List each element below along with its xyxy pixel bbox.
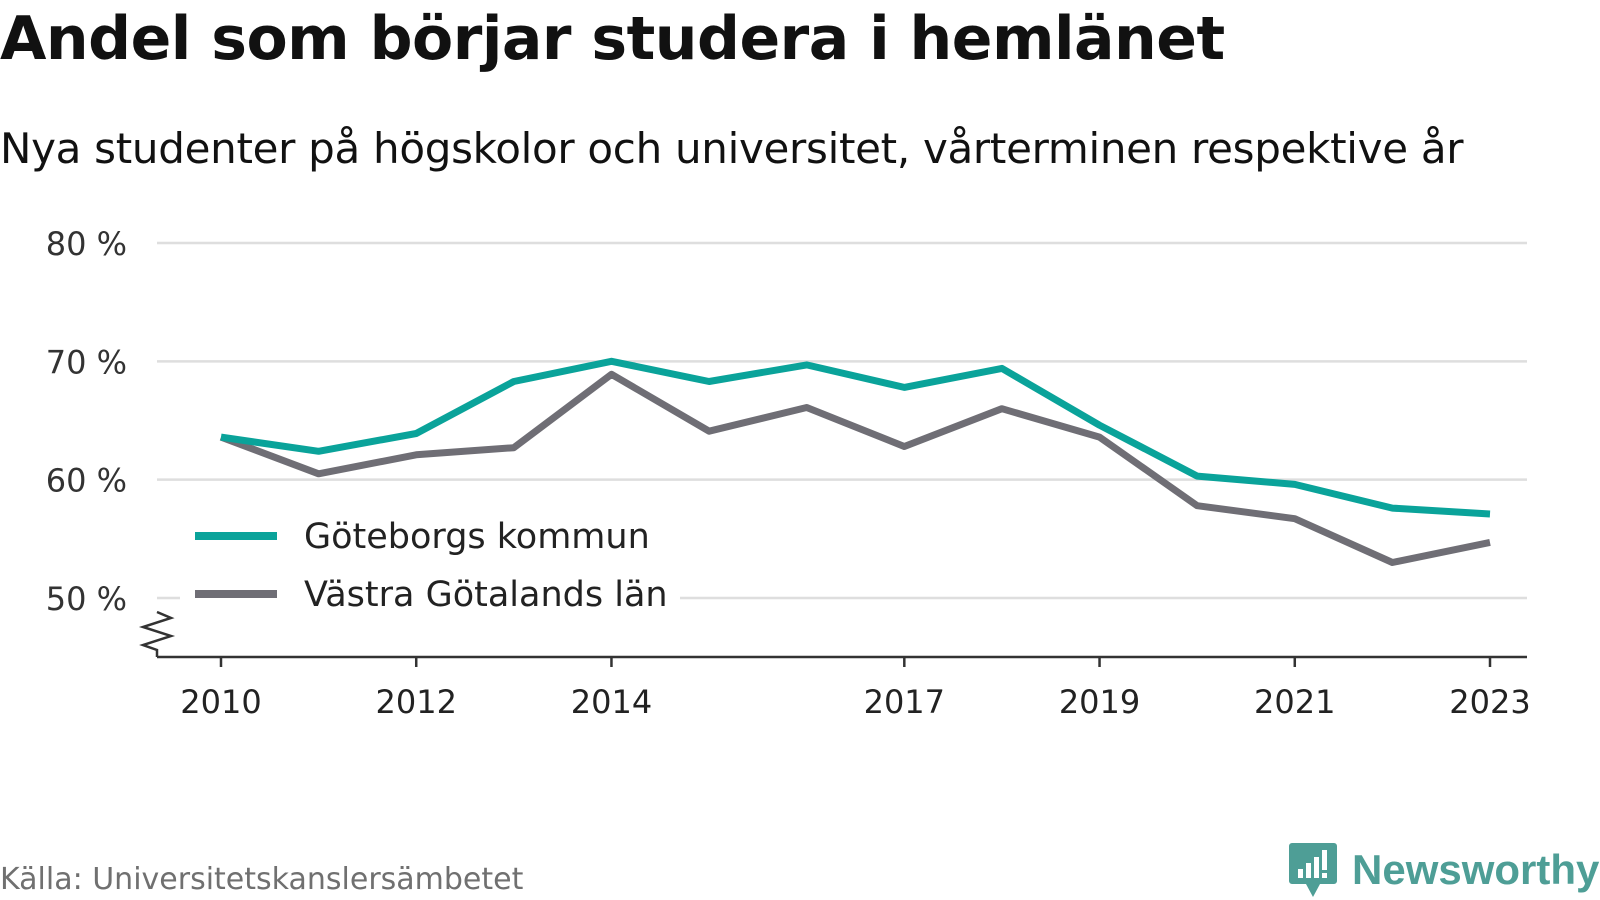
y-tick-label: 60 %	[46, 462, 127, 500]
y-tick-label: 50 %	[46, 580, 127, 618]
axis-break-marker	[138, 610, 176, 657]
x-tick-label: 2023	[1449, 683, 1530, 721]
axes: 50 % 60 % 70 % 80 % 2010 2012 2014 2017 2019 2021…	[46, 225, 1531, 721]
y-tick-label: 80 %	[46, 225, 127, 263]
legend-label: Göteborgs kommun	[304, 517, 650, 557]
chart-title: Andel som börjar studera i hemlänet	[0, 4, 1225, 74]
x-tick-label: 2012	[376, 683, 457, 721]
legend-background	[180, 500, 680, 625]
y-tick-label: 70 %	[46, 343, 127, 381]
newsworthy-logo-icon	[1289, 843, 1337, 897]
brand-name: Newsworthy	[1352, 846, 1600, 893]
x-tick-label: 2010	[180, 683, 261, 721]
line-chart: 50 % 60 % 70 % 80 % 2010 2012 2014 2017 2019 2021…	[46, 225, 1531, 721]
legend-label: Västra Götalands län	[304, 575, 668, 615]
series-line-1	[220, 357, 1491, 518]
x-tick-label: 2014	[571, 683, 652, 721]
x-tick-label: 2021	[1254, 683, 1335, 721]
legend: Göteborgs kommun Västra Götalands län	[180, 500, 680, 625]
chart-subtitle: Nya studenter på högskolor och universit…	[0, 124, 1464, 173]
brand-logo: Newsworthy	[1288, 840, 1599, 900]
series-lines	[219, 357, 1491, 566]
source-note: Källa: Universitetskanslersämbetet	[0, 862, 524, 897]
x-tick-label: 2019	[1059, 683, 1140, 721]
x-tick-label: 2017	[864, 683, 945, 721]
series-line-2	[219, 370, 1491, 566]
